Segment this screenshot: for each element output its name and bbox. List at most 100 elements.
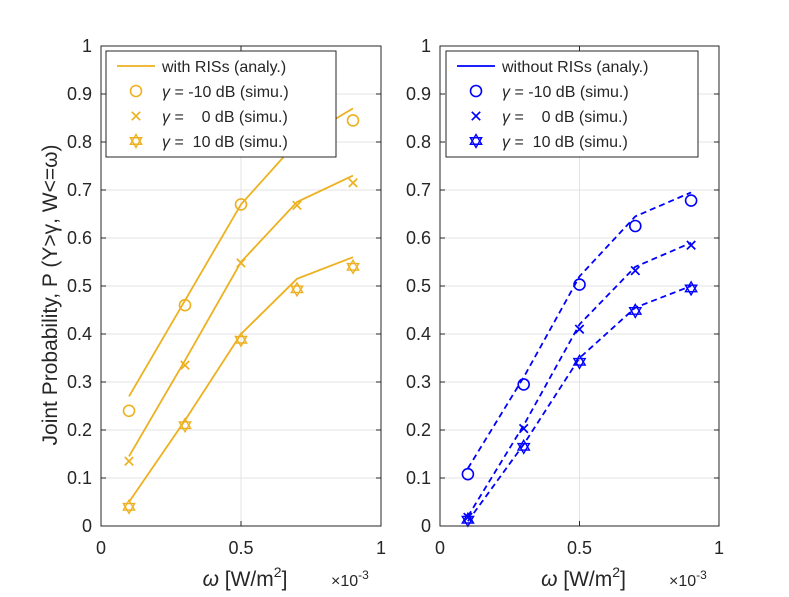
legend-label-text: = 10 dB (simu.) [510, 134, 628, 151]
legend: without RISs (analy.)γ = -10 dB (simu.)γ… [445, 50, 699, 158]
legend-marker-hexagram [129, 133, 143, 149]
sim-marker-hexagram [628, 303, 643, 319]
hexagram-triangle-up [346, 258, 360, 271]
hexagram-triangle-down [628, 307, 643, 319]
x-tick-label: 0 [96, 538, 106, 558]
sim-marker-x [348, 177, 358, 188]
hexagram-triangle-up [290, 281, 304, 294]
y-tick-label: 0.2 [406, 420, 431, 440]
x-tick-label: 0 [435, 538, 445, 558]
sim-marker-hexagram [178, 417, 192, 434]
legend-marker-circle [469, 84, 483, 98]
x-axis-label: ω [W/m2] [203, 564, 288, 591]
sim-marker-hexagram [122, 498, 136, 515]
x-axis-multiplier-base: ×10 [331, 573, 358, 590]
analytic-line-circle [467, 191, 692, 469]
y-axis-label: Joint Probability, P (Υ>γ, W<=ω) [39, 145, 62, 446]
x-tick-label: 1 [376, 538, 386, 558]
sim-marker-circle [573, 278, 586, 291]
y-tick-label: 0.4 [67, 324, 92, 344]
legend-gamma-symbol: γ [162, 84, 171, 101]
y-tick-label: 0.9 [406, 84, 431, 104]
sim-marker-circle [628, 219, 642, 233]
analytic-line-x [467, 241, 692, 517]
legend-box [105, 50, 337, 158]
legend-gamma-symbol: γ [502, 109, 511, 126]
y-tick-label: 1 [421, 36, 431, 56]
y-tick-label: 0.7 [67, 180, 92, 200]
y-tick-label: 0.8 [67, 132, 92, 152]
hexagram-triangle-down [469, 137, 483, 149]
sim-marker-x [518, 423, 529, 434]
hexagram-triangle-down [290, 285, 304, 298]
sim-marker-x [630, 265, 641, 276]
sim-marker-x [236, 258, 246, 268]
hexagram-triangle-up [469, 133, 483, 145]
hexagram-triangle-up [461, 511, 475, 524]
y-tick-label: 0.6 [406, 228, 431, 248]
x-axis-unit: [W/m [219, 568, 274, 591]
y-tick-label: 0.4 [406, 324, 431, 344]
legend-marker-x [471, 111, 481, 121]
hexagram-triangle-up [516, 438, 531, 451]
hexagram-triangle-down [346, 262, 360, 275]
sim-marker-circle [234, 198, 248, 211]
sim-marker-hexagram [516, 438, 531, 455]
y-tick-label: 0.9 [67, 84, 92, 104]
y-tick-label: 0 [82, 516, 92, 536]
x-tick-label: 0.5 [228, 538, 253, 558]
y-tick-label: 0.6 [67, 228, 92, 248]
legend-box [445, 50, 699, 158]
legend-gamma-symbol: γ [502, 84, 511, 101]
hexagram-triangle-down [461, 515, 475, 528]
legend-marker-x [131, 111, 141, 121]
y-tick-label: 1 [82, 36, 92, 56]
x-axis-symbol: ω [541, 568, 557, 591]
x-axis-unit-close: ] [620, 568, 626, 591]
y-tick-label: 0.5 [406, 276, 431, 296]
sim-marker-x [124, 456, 134, 467]
x-axis-multiplier: ×10-3 [331, 568, 369, 590]
hexagram-triangle-up [628, 303, 643, 315]
legend-label: γ = 0 dB (simu.) [502, 109, 628, 126]
legend-label: with RISs (analy.) [161, 59, 286, 76]
panel-1: 0 0.5 1 0 0.1 0.2 0.3 0.4 0.5 0.6 0.7 0.8 0.9 1 ω [W/m… [67, 36, 386, 591]
y-tick-label: 0 [421, 516, 431, 536]
x-tick-label: 1 [714, 538, 724, 558]
sim-marker-hexagram [346, 258, 360, 275]
hexagram-triangle-down [178, 421, 192, 434]
sim-marker-circle [178, 298, 192, 312]
sim-marker-hexagram [290, 281, 304, 298]
x-axis-multiplier-exponent: -3 [696, 568, 707, 582]
legend-label: γ = 0 dB (simu.) [162, 109, 288, 126]
x-axis-unit: [W/m [557, 568, 612, 591]
legend-gamma-symbol: γ [502, 134, 511, 151]
hexagram-triangle-up [684, 280, 698, 293]
sim-marker-hexagram [234, 331, 248, 348]
legend-label: γ = 10 dB (simu.) [162, 134, 288, 151]
hexagram-triangle-down [572, 357, 587, 370]
legend-label-text: = 0 dB (simu.) [510, 109, 628, 126]
sim-marker-x [686, 240, 696, 251]
legend-marker-circle [129, 84, 143, 98]
legend-label-text: = -10 dB (simu.) [170, 84, 289, 101]
sim-marker-x [180, 360, 190, 371]
sim-marker-circle [461, 467, 475, 481]
x-axis-unit-exponent: 2 [612, 564, 620, 580]
hexagram-triangle-up [234, 331, 248, 344]
hexagram-triangle-down [122, 502, 136, 515]
legend-label: γ = -10 dB (simu.) [162, 84, 289, 101]
panel-2: 0 0.5 1 0 0.1 0.2 0.3 0.4 0.5 0.6 0.7 0.8 0.9 1 ω [W/m… [406, 36, 724, 591]
legend-label: γ = -10 dB (simu.) [502, 84, 629, 101]
hexagram-triangle-up [178, 417, 192, 430]
legend-gamma-symbol: γ [162, 134, 171, 151]
sim-marker-x [292, 200, 302, 211]
hexagram-triangle-down [234, 335, 248, 348]
x-axis-unit-close: ] [282, 568, 288, 591]
x-axis-multiplier-exponent: -3 [358, 568, 369, 582]
y-tick-label: 0.1 [406, 468, 431, 488]
hexagram-triangle-up [572, 353, 587, 366]
legend-marker-hexagram [469, 133, 483, 149]
hexagram-triangle-down [129, 137, 143, 149]
sim-marker-circle [517, 378, 531, 391]
